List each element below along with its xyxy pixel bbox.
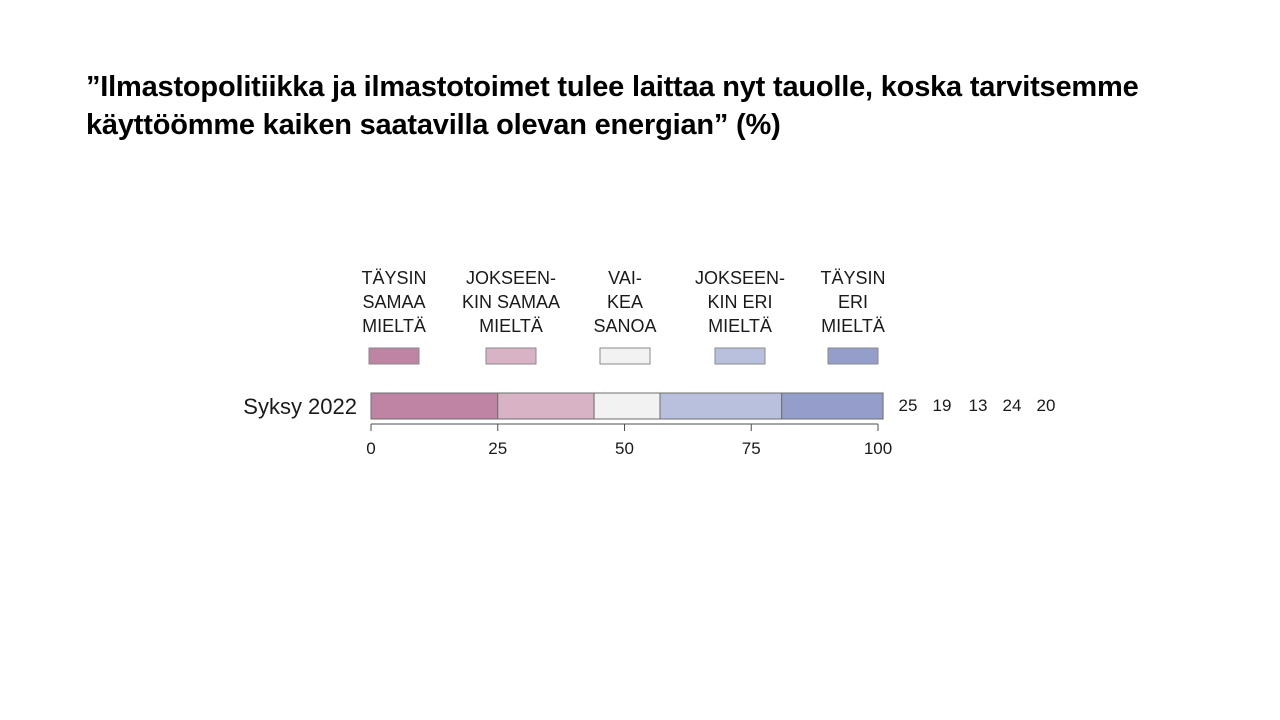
x-tick-label-1: 0: [366, 439, 375, 458]
x-tick-label-3: 50: [615, 439, 634, 458]
legend-label-3-line-3: SANOA: [593, 316, 656, 336]
x-tick-label-4: 75: [742, 439, 761, 458]
value-label-4: 24: [1003, 396, 1022, 415]
title-line-1: ”Ilmastopolitiikka ja ilmastotoimet tule…: [86, 71, 1139, 103]
legend-label-4-line-2: KIN ERI: [707, 292, 772, 312]
value-label-5: 20: [1037, 396, 1056, 415]
legend-label-4-line-1: JOKSEEN-: [695, 268, 785, 288]
title-line-2: käyttöömme kaiken saatavilla olevan ener…: [86, 109, 781, 141]
bar-segment-5: [781, 392, 884, 420]
legend-swatch-1: [368, 347, 420, 365]
legend-label-5-line-2: ERI: [838, 292, 868, 312]
slide-title: ”Ilmastopolitiikka ja ilmastotoimet tule…: [86, 68, 1206, 144]
bar-segment-4: [659, 392, 783, 420]
legend-swatch-4: [714, 347, 766, 365]
value-label-2: 19: [933, 396, 952, 415]
legend-label-1-line-1: TÄYSIN: [361, 268, 426, 288]
bar-segment-1: [370, 392, 499, 420]
legend-label-5-line-1: TÄYSIN: [820, 268, 885, 288]
value-label-3: 13: [969, 396, 988, 415]
category-label: Syksy 2022: [243, 394, 357, 419]
bar-segment-2: [497, 392, 595, 420]
legend-label-1-line-3: MIELTÄ: [362, 316, 426, 336]
legend-label-2-line-3: MIELTÄ: [479, 316, 543, 336]
legend-label-1-line-2: SAMAA: [362, 292, 425, 312]
x-tick-label-2: 25: [488, 439, 507, 458]
x-tick-label-5: 100: [864, 439, 892, 458]
legend-label-5-line-3: MIELTÄ: [821, 316, 885, 336]
legend-label-3-line-1: VAI-: [608, 268, 642, 288]
bar-segment-3: [593, 392, 661, 420]
legend-swatch-5: [827, 347, 879, 365]
legend-label-2-line-2: KIN SAMAA: [462, 292, 560, 312]
legend-label-4-line-3: MIELTÄ: [708, 316, 772, 336]
legend-label-3-line-2: KEA: [607, 292, 643, 312]
legend-swatch-3: [599, 347, 651, 365]
legend-swatch-2: [485, 347, 537, 365]
legend-label-2-line-1: JOKSEEN-: [466, 268, 556, 288]
value-label-1: 25: [899, 396, 918, 415]
